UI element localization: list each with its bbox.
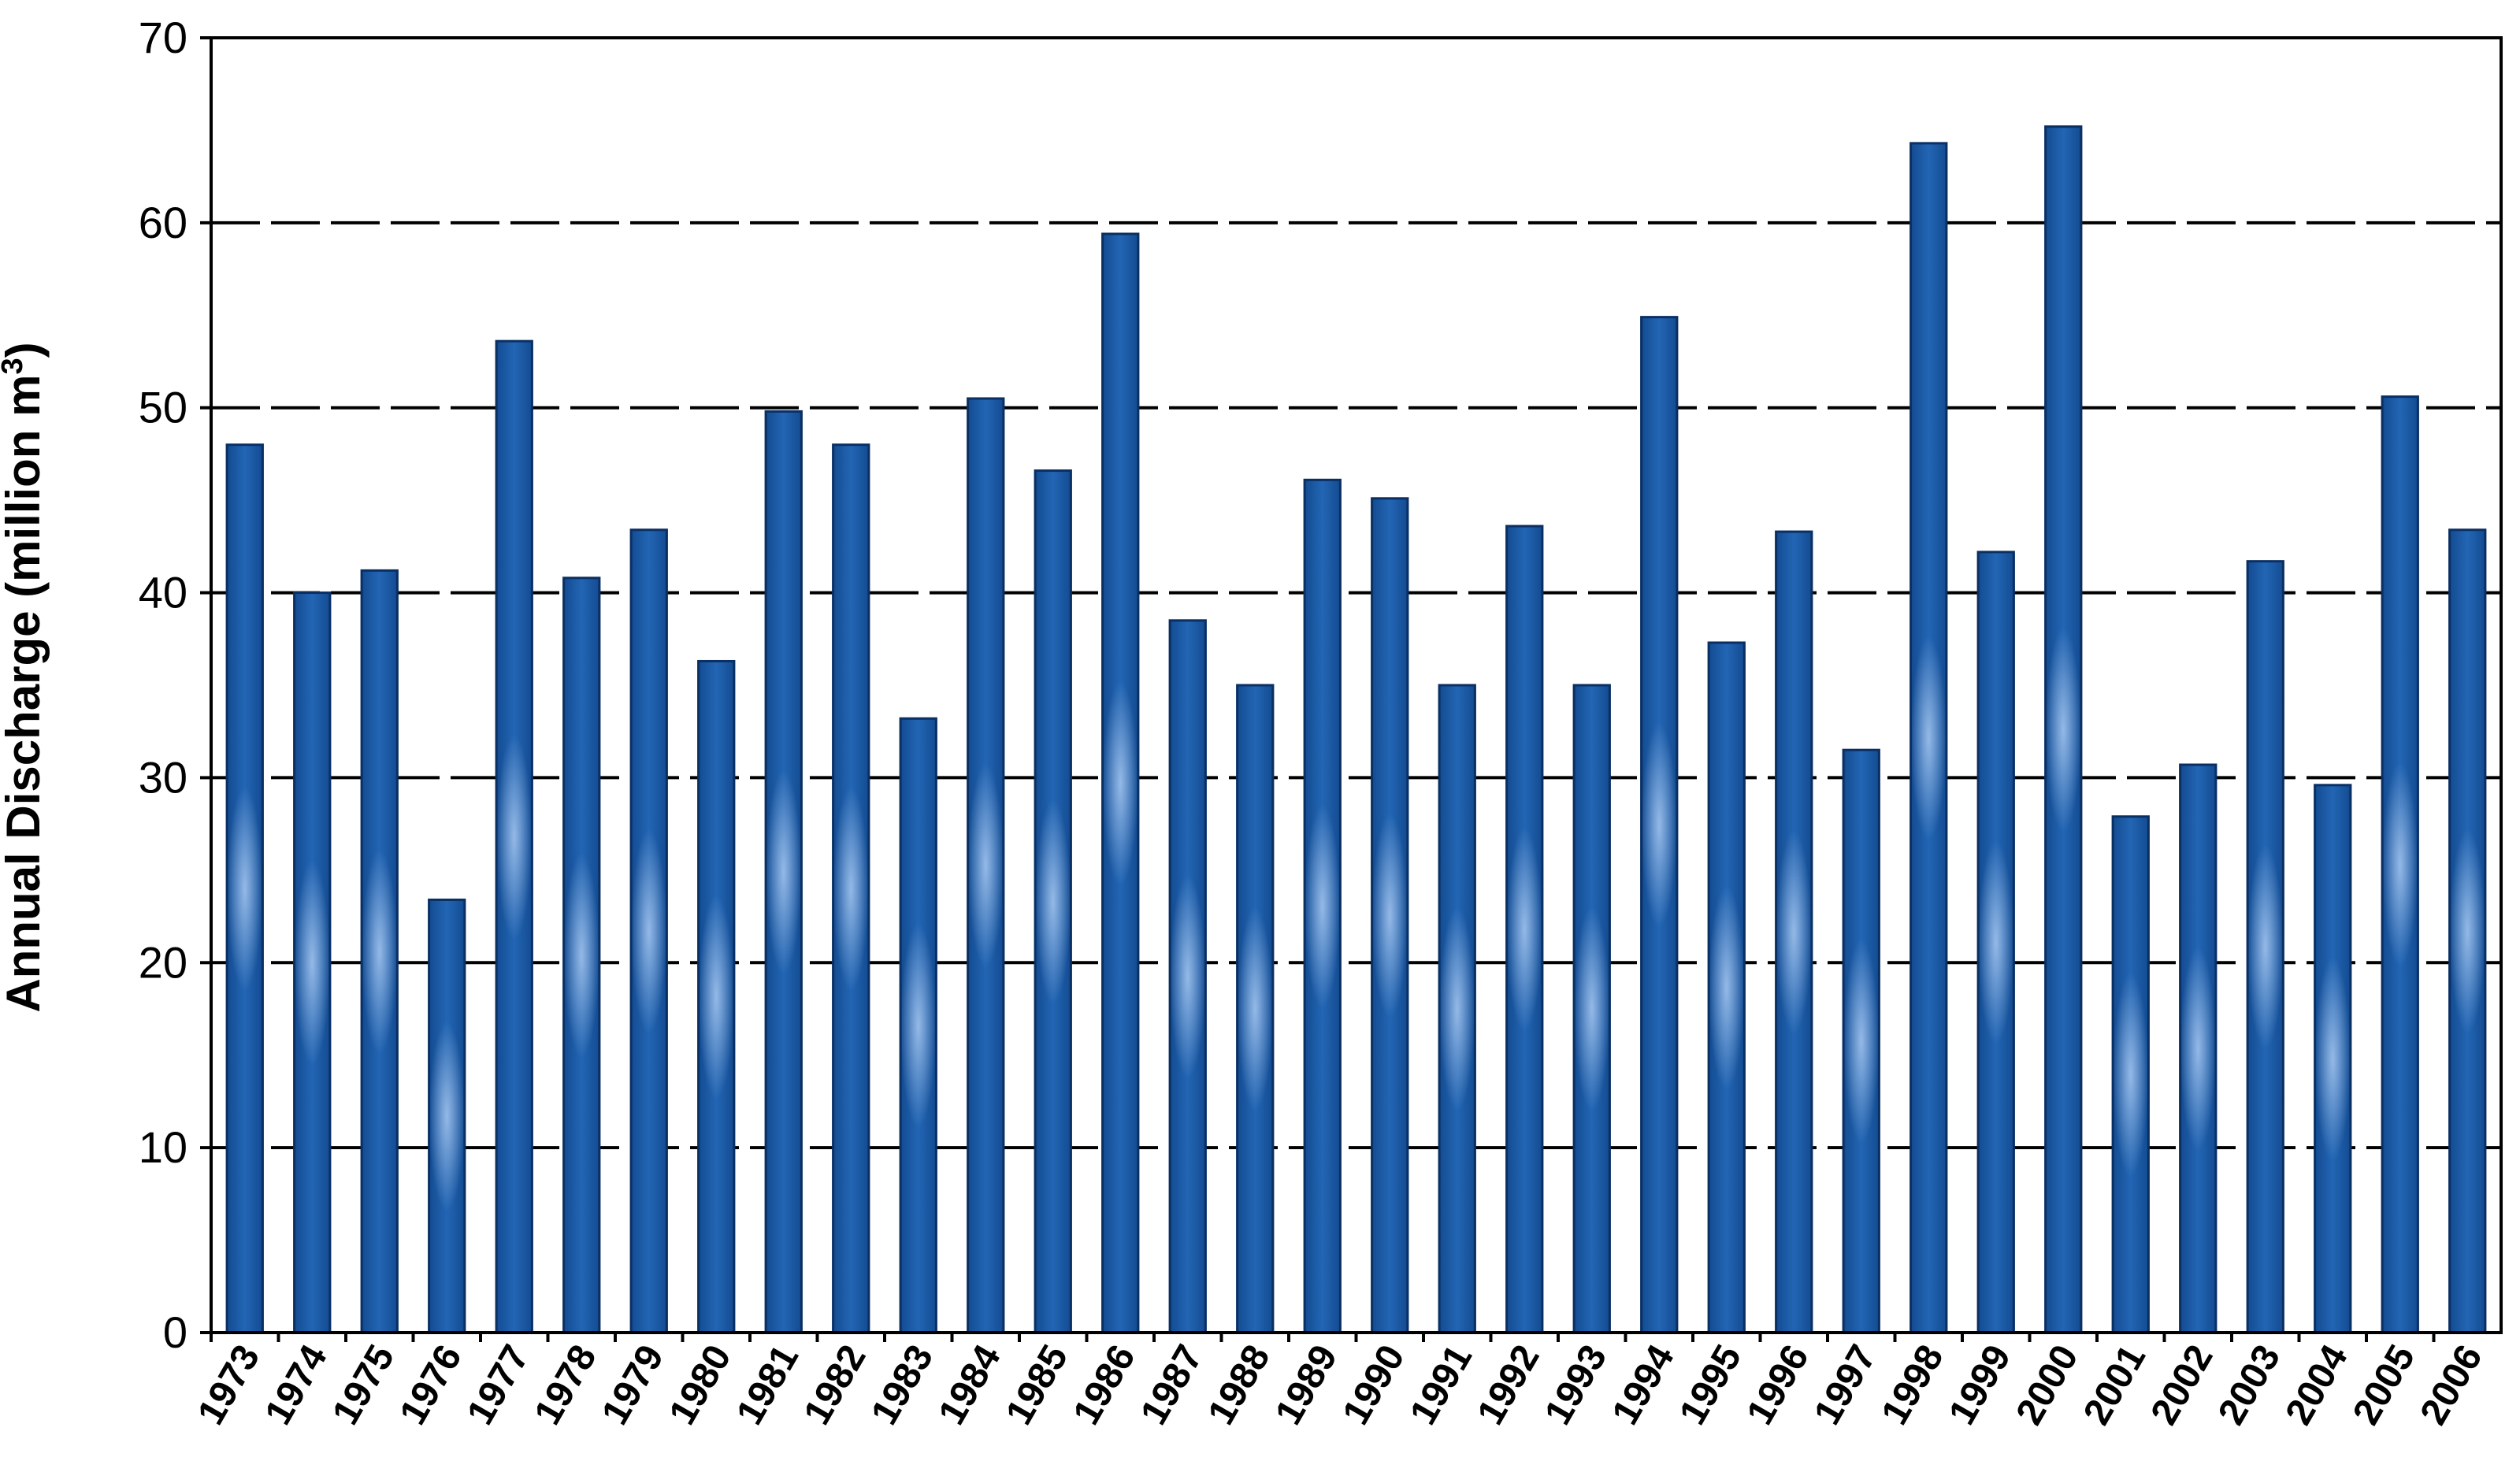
bar-1975 [360,569,399,1334]
bar-2004 [2314,784,2352,1334]
x-tick-label: 1996 [1739,1338,1817,1432]
x-tick-label: 1974 [257,1338,335,1432]
x-tick-label: 2002 [2143,1338,2221,1432]
bar-1995 [1707,641,1746,1334]
y-tick-label: 30 [139,752,187,802]
x-tick-label: 1997 [1806,1338,1884,1432]
plot-frame [210,36,2503,1334]
bar-1993 [1572,684,1611,1334]
bar-1996 [1775,530,1813,1334]
bar-2002 [2179,763,2218,1334]
x-tick-label: 1999 [1941,1338,2019,1432]
x-tick-label: 1976 [392,1338,469,1432]
x-tick-label: 1982 [796,1338,874,1432]
bar-1978 [562,577,601,1334]
bar-1984 [967,397,1005,1334]
bar-1991 [1438,684,1476,1334]
bar-1986 [1101,232,1140,1334]
y-tick-label: 50 [139,383,187,432]
bar-1994 [1640,316,1679,1334]
bar-1974 [293,591,332,1334]
bar-2005 [2381,395,2419,1334]
bar-1983 [899,717,937,1334]
x-tick-label: 1998 [1873,1338,1951,1432]
x-tick-label: 1989 [1267,1338,1345,1432]
x-tick-label: 1995 [1672,1338,1750,1432]
bar-1982 [832,443,870,1334]
bar-1976 [428,898,466,1334]
bar-2000 [2044,125,2083,1334]
x-tick-label: 2004 [2277,1338,2355,1432]
x-tick-label: 1985 [998,1338,1076,1432]
bar-1992 [1505,525,1544,1334]
y-tick-labels: 0 10 20 30 40 50 60 70 [139,13,211,1357]
x-tick-label: 2003 [2210,1338,2288,1432]
bar-2006 [2448,528,2487,1334]
bar-1985 [1034,469,1072,1334]
x-tick-labels: 1973197419751976197719781979198019811982… [190,1333,2491,1432]
bar-1981 [764,410,803,1334]
bar-1990 [1371,497,1409,1334]
x-tick-label: 1990 [1334,1338,1412,1432]
x-tick-label: 1981 [729,1338,807,1432]
bar-1989 [1303,478,1342,1334]
x-tick-label: 1979 [594,1338,672,1432]
x-tick-label: 2006 [2412,1338,2490,1432]
y-tick-label: 40 [139,568,187,617]
bar-1988 [1236,684,1275,1334]
bar-1997 [1842,748,1880,1334]
bar-1977 [495,339,533,1334]
bar-2003 [2246,560,2284,1334]
x-tick-label: 1987 [1133,1338,1211,1432]
y-axis-label: Annual Discharge (million m3) [0,342,50,1012]
y-tick-label: 20 [139,937,187,987]
y-tick-label: 0 [163,1307,187,1357]
y-tick-label: 70 [139,13,187,62]
x-tick-label: 1980 [661,1338,739,1432]
bar-1999 [1976,551,2015,1334]
x-tick-label: 2001 [2076,1338,2154,1432]
bar-1998 [1909,142,1948,1334]
bar-1979 [629,528,668,1334]
bar-1987 [1168,619,1207,1334]
axes [210,36,2503,1334]
bars [225,125,2487,1334]
bar-1973 [225,443,264,1334]
x-tick-label: 2000 [2008,1338,2086,1432]
x-tick-label: 1994 [1604,1338,1682,1432]
bar-1980 [697,659,736,1334]
x-tick-label: 1984 [930,1338,1008,1432]
x-tick-label: 1975 [325,1338,403,1432]
x-tick-label: 1991 [1402,1338,1480,1432]
bar-2001 [2111,815,2150,1334]
x-tick-label: 1977 [459,1338,537,1432]
x-tick-label: 1978 [526,1338,604,1432]
x-tick-label: 1993 [1537,1338,1615,1432]
x-tick-label: 1988 [1200,1338,1278,1432]
x-tick-label: 2005 [2345,1338,2423,1432]
x-tick-label: 1992 [1469,1338,1547,1432]
x-tick-label: 1973 [190,1338,268,1432]
x-tick-label: 1986 [1065,1338,1143,1432]
gridlines [211,221,2501,1150]
y-tick-label: 60 [139,198,187,247]
y-tick-label: 10 [139,1122,187,1172]
x-tick-label: 1983 [863,1338,941,1432]
